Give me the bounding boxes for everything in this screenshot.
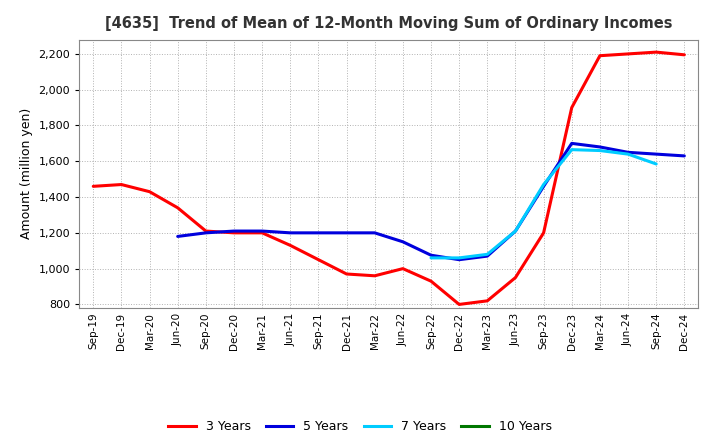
3 Years (427, 279, 436, 284)
5 Years (455, 257, 464, 262)
5 Years (511, 228, 520, 234)
3 Years (624, 51, 632, 57)
Line: 5 Years: 5 Years (178, 143, 684, 260)
5 Years (539, 183, 548, 189)
3 Years (539, 230, 548, 235)
5 Years (174, 234, 182, 239)
3 Years (230, 230, 238, 235)
Line: 3 Years: 3 Years (94, 52, 684, 304)
3 Years (145, 189, 154, 194)
3 Years (314, 257, 323, 262)
3 Years (174, 205, 182, 210)
3 Years (202, 228, 210, 234)
5 Years (314, 230, 323, 235)
Legend: 3 Years, 5 Years, 7 Years, 10 Years: 3 Years, 5 Years, 7 Years, 10 Years (163, 415, 557, 438)
3 Years (117, 182, 126, 187)
5 Years (399, 239, 408, 245)
5 Years (286, 230, 294, 235)
5 Years (680, 153, 688, 158)
5 Years (595, 144, 604, 150)
5 Years (483, 253, 492, 259)
7 Years (652, 161, 660, 167)
3 Years (511, 275, 520, 280)
5 Years (652, 151, 660, 157)
7 Years (511, 228, 520, 234)
7 Years (567, 147, 576, 152)
3 Years (567, 105, 576, 110)
5 Years (370, 230, 379, 235)
7 Years (455, 255, 464, 260)
Y-axis label: Amount (million yen): Amount (million yen) (20, 108, 33, 239)
5 Years (230, 228, 238, 234)
5 Years (427, 253, 436, 258)
3 Years (258, 230, 266, 235)
3 Years (483, 298, 492, 304)
3 Years (286, 243, 294, 248)
7 Years (483, 252, 492, 257)
3 Years (595, 53, 604, 59)
3 Years (342, 271, 351, 277)
3 Years (455, 302, 464, 307)
7 Years (595, 148, 604, 153)
5 Years (624, 150, 632, 155)
3 Years (680, 52, 688, 58)
7 Years (427, 255, 436, 260)
5 Years (202, 230, 210, 235)
7 Years (624, 151, 632, 157)
3 Years (399, 266, 408, 271)
3 Years (89, 183, 98, 189)
3 Years (652, 49, 660, 55)
5 Years (567, 141, 576, 146)
3 Years (370, 273, 379, 279)
Title: [4635]  Trend of Mean of 12-Month Moving Sum of Ordinary Incomes: [4635] Trend of Mean of 12-Month Moving … (105, 16, 672, 32)
Line: 7 Years: 7 Years (431, 150, 656, 258)
5 Years (342, 230, 351, 235)
5 Years (258, 228, 266, 234)
7 Years (539, 182, 548, 187)
